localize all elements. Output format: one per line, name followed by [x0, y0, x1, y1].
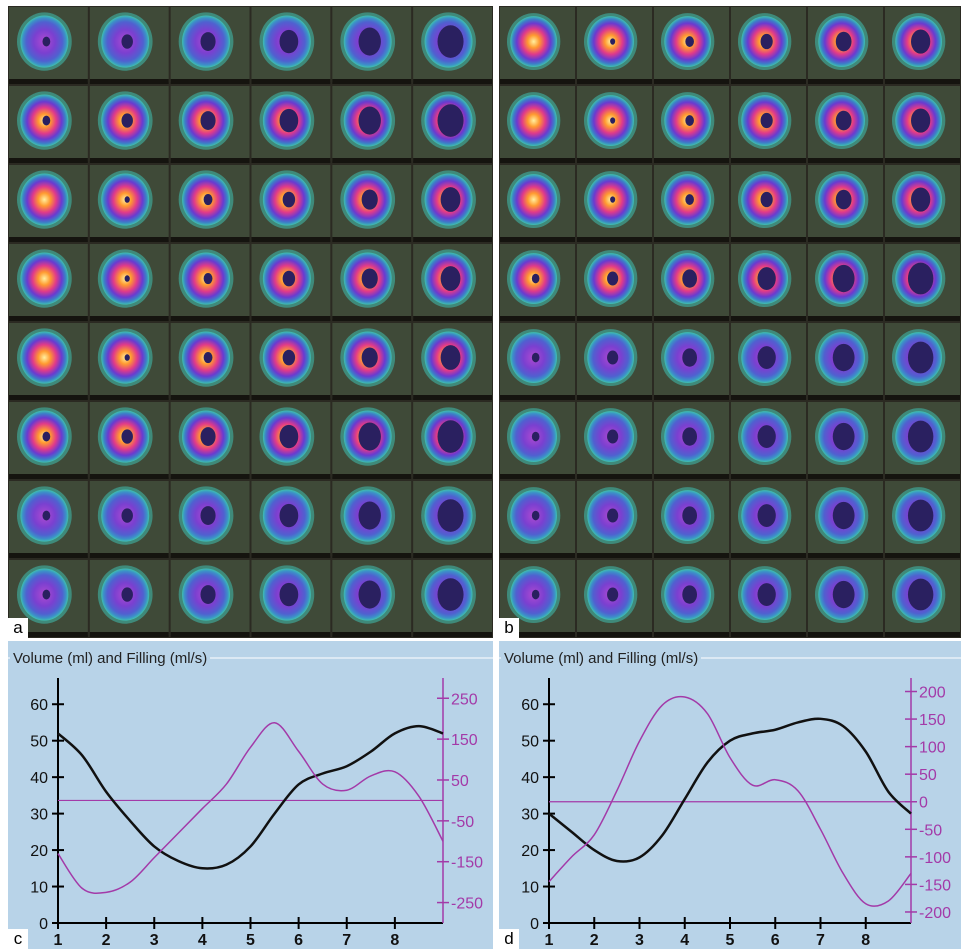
y-tick-label-right: -50 [919, 822, 942, 839]
y-tick-label-left: 20 [521, 843, 539, 860]
y-tick-label-left: 60 [30, 697, 48, 714]
y-tick-label-left: 30 [30, 807, 48, 824]
y-tick-label-right: 0 [919, 795, 928, 812]
y-tick-label-left: 60 [521, 697, 539, 714]
y-tick-label-right: -100 [919, 850, 951, 867]
y-tick-label-right: -150 [919, 877, 951, 894]
y-tick-label-right: 150 [451, 732, 478, 749]
y-tick-label-left: 10 [521, 880, 539, 897]
y-tick-label-left: 0 [39, 916, 48, 933]
panel-label-d: d [499, 929, 519, 949]
y-tick-label-right: 50 [451, 773, 469, 790]
x-tick-label: 4 [680, 932, 689, 949]
ventricle-slice [510, 95, 558, 146]
ventricle-slice [510, 174, 558, 225]
y-tick-label-left: 30 [521, 807, 539, 824]
y-tick-label-left: 20 [30, 843, 48, 860]
panel-label-c: c [8, 929, 28, 949]
scan-grid-panel-a: a [8, 6, 493, 638]
y-tick-label-right: -150 [451, 855, 483, 872]
y-tick-label-left: 50 [30, 734, 48, 751]
ventricle-slice [20, 252, 69, 305]
chart-plot-c: 0 10 20 30 40 50 60 250 150 50 -50 -150 -250 1 2 3 4 5 6 7 8 [8, 657, 493, 949]
scan-grid-a [9, 7, 492, 637]
volume-filling-chart-c: 0 10 20 30 40 50 60 250 150 50 -50 -150 -250 1 2 3 4 5 6 7 8… [8, 641, 493, 949]
filling-curve [57, 722, 444, 894]
x-tick-label: 1 [54, 932, 63, 949]
x-tick-label: 6 [294, 932, 303, 949]
x-tick-label: 6 [771, 932, 780, 949]
chart-plot-d: 0 10 20 30 40 50 60 200 150 100 50 0 -50 -100 -150 -200… [499, 657, 961, 949]
volume-filling-chart-d: 0 10 20 30 40 50 60 200 150 100 50 0 -50 -100 -150 -200… [499, 641, 961, 949]
chart-title-d: Volume (ml) and Filling (ml/s) [501, 650, 702, 667]
y-tick-label-right: 100 [919, 740, 946, 757]
panel-label-b: b [499, 618, 519, 638]
x-tick-label: 8 [861, 932, 870, 949]
x-tick-label: 4 [198, 932, 207, 949]
x-tick-label: 1 [545, 932, 554, 949]
y-tick-label-right: 200 [919, 685, 946, 702]
x-tick-label: 3 [150, 932, 159, 949]
filling-curve [548, 695, 912, 907]
y-tick-label-right: -250 [451, 896, 483, 913]
x-tick-label: 3 [635, 932, 644, 949]
y-tick-label-left: 40 [30, 770, 48, 787]
x-tick-label: 2 [590, 932, 599, 949]
y-tick-label-right: 250 [451, 691, 478, 708]
y-tick-label-right: -200 [919, 905, 951, 922]
ventricle-slice [510, 16, 558, 67]
x-tick-label: 7 [816, 932, 825, 949]
ventricle-slice [20, 173, 69, 226]
scan-grid-panel-b: b [499, 6, 961, 638]
chart-title-c: Volume (ml) and Filling (ml/s) [10, 650, 211, 667]
y-tick-label-left: 40 [521, 770, 539, 787]
panel-label-a: a [8, 618, 28, 638]
y-tick-label-right: -50 [451, 814, 474, 831]
y-tick-label-left: 0 [530, 916, 539, 933]
y-tick-label-right: 150 [919, 712, 946, 729]
x-tick-label: 8 [390, 932, 399, 949]
volume-curve [548, 717, 912, 863]
volume-curve [57, 724, 444, 870]
x-tick-label: 5 [726, 932, 735, 949]
ventricle-slice [20, 331, 69, 384]
x-tick-label: 2 [102, 932, 111, 949]
y-tick-label-left: 50 [521, 734, 539, 751]
x-tick-label: 7 [342, 932, 351, 949]
y-tick-label-right: 50 [919, 767, 937, 784]
x-tick-label: 5 [246, 932, 255, 949]
y-tick-label-left: 10 [30, 880, 48, 897]
scan-grid-b [500, 7, 960, 637]
